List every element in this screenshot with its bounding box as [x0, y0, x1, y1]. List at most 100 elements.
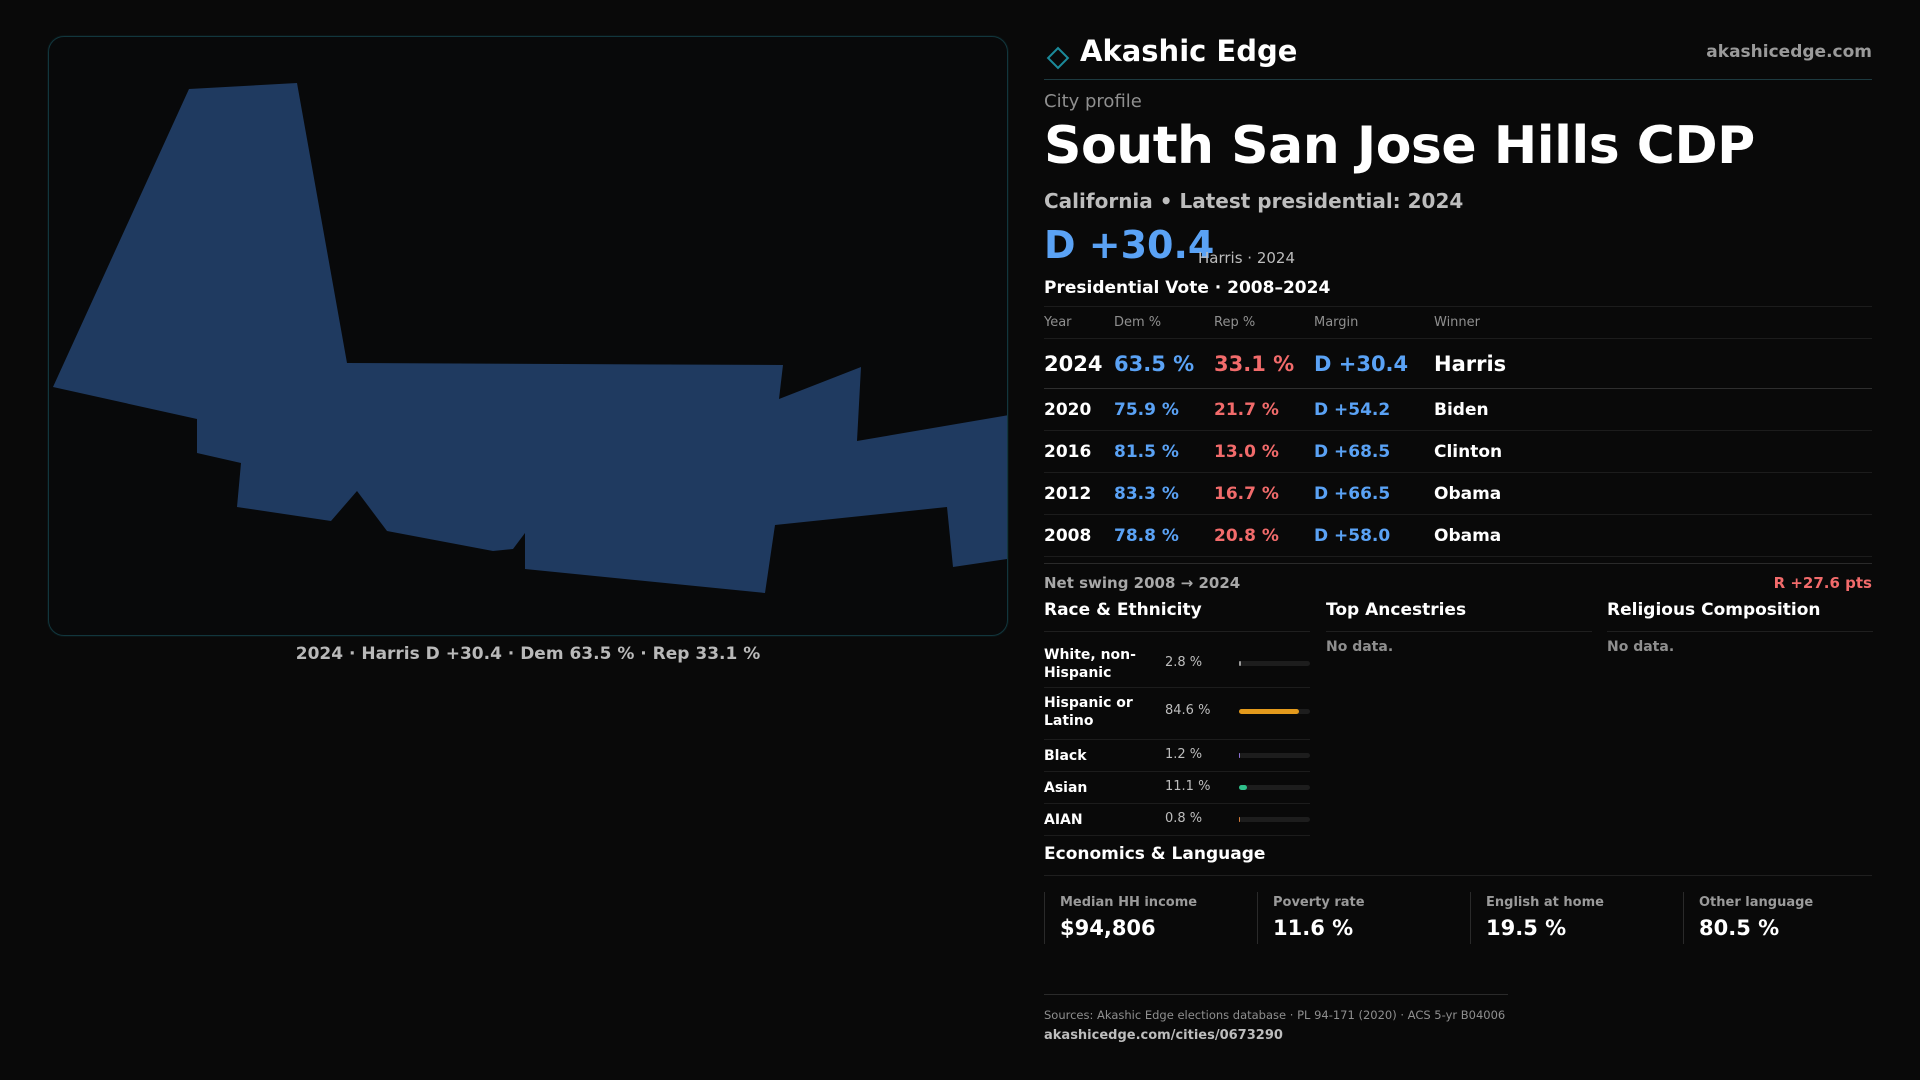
cell-dem: 83.3 % — [1114, 472, 1214, 515]
cell-rep: 13.0 % — [1214, 430, 1314, 473]
column-header-margin: Margin — [1314, 306, 1434, 339]
table-row: 2016 81.5 % 13.0 % D +68.5 Clinton — [1044, 430, 1872, 473]
stat-value: 11.6 % — [1273, 916, 1354, 940]
cell-year: 2012 — [1044, 472, 1114, 515]
column-header-year: Year — [1044, 306, 1114, 339]
race-row: AIAN 0.8 % — [1044, 804, 1310, 836]
footer: Sources: Akashic Edge elections database… — [1044, 994, 1508, 1043]
race-bar-fill — [1239, 753, 1241, 758]
race-bar-fill — [1239, 785, 1247, 790]
column-header-rep: Rep % — [1214, 306, 1314, 339]
stat-label: Poverty rate — [1273, 895, 1365, 910]
race-row: Asian 11.1 % — [1044, 772, 1310, 804]
race-bar-track — [1239, 753, 1310, 758]
table-row: 2024 63.5 % 33.1 % D +30.4 Harris — [1044, 338, 1872, 389]
cell-margin: D +30.4 — [1314, 338, 1434, 389]
race-bar-track — [1239, 709, 1310, 714]
page-subtitle: California • Latest presidential: 2024 — [1044, 189, 1464, 213]
cell-dem: 78.8 % — [1114, 514, 1214, 557]
race-label: AIAN — [1044, 812, 1083, 828]
presidential-vote-table: Year Dem % Rep % Margin Winner 2024 63.5… — [1044, 306, 1872, 557]
stat-poverty-rate: Poverty rate 11.6 % — [1257, 892, 1470, 944]
stat-value: 19.5 % — [1486, 916, 1567, 940]
race-row: Black 1.2 % — [1044, 740, 1310, 772]
race-bar-fill — [1239, 661, 1241, 666]
stat-label: Other language — [1699, 895, 1814, 910]
stat-english-at-home: English at home 19.5 % — [1470, 892, 1683, 944]
cell-rep: 33.1 % — [1214, 338, 1314, 389]
footer-url-link[interactable]: akashicedge.com/cities/0673290 — [1044, 1028, 1283, 1043]
race-bar-track — [1239, 785, 1310, 790]
cell-year: 2008 — [1044, 514, 1114, 557]
table-row: 2020 75.9 % 21.7 % D +54.2 Biden — [1044, 388, 1872, 431]
race-label: Hispanic or Latino — [1044, 695, 1133, 729]
net-swing-label: Net swing 2008 → 2024 — [1044, 574, 1241, 592]
top-ancestries-empty: No data. — [1326, 639, 1394, 655]
religious-composition-empty: No data. — [1607, 639, 1675, 655]
presidential-vote-title: Presidential Vote · 2008–2024 — [1044, 278, 1331, 298]
race-value: 11.1 % — [1165, 779, 1211, 794]
footer-sources: Sources: Akashic Edge elections database… — [1044, 1008, 1506, 1022]
cell-rep: 16.7 % — [1214, 472, 1314, 515]
cell-margin: D +68.5 — [1314, 430, 1434, 473]
cell-margin: D +66.5 — [1314, 472, 1434, 515]
table-row: 2008 78.8 % 20.8 % D +58.0 Obama — [1044, 514, 1872, 557]
profile-panel: Akashic Edge akashicedge.com City profil… — [1044, 0, 1873, 1080]
brand-url-link[interactable]: akashicedge.com — [1706, 42, 1872, 62]
stat-value: 80.5 % — [1699, 916, 1780, 940]
headline-margin: D +30.4 — [1044, 223, 1215, 267]
city-boundary-map — [53, 83, 1007, 593]
city-boundary-shape — [53, 83, 1007, 593]
cell-rep: 20.8 % — [1214, 514, 1314, 557]
cell-year: 2016 — [1044, 430, 1114, 473]
stat-value: $94,806 — [1060, 916, 1156, 940]
cell-margin: D +54.2 — [1314, 388, 1434, 431]
race-label: Asian — [1044, 780, 1088, 796]
race-bar-fill — [1239, 709, 1300, 714]
cell-winner: Obama — [1434, 472, 1872, 515]
stat-label: English at home — [1486, 895, 1604, 910]
headline-note: Harris · 2024 — [1198, 249, 1296, 267]
race-row: Hispanic or Latino 84.6 % — [1044, 688, 1310, 740]
map-caption: 2024 · Harris D +30.4 · Dem 63.5 % · Rep… — [295, 644, 761, 664]
race-ethnicity-list: White, non-Hispanic 2.8 % Hispanic or La… — [1044, 636, 1310, 836]
top-ancestries-title: Top Ancestries — [1326, 600, 1592, 632]
stat-other-language: Other language 80.5 % — [1683, 892, 1896, 944]
cell-winner: Obama — [1434, 514, 1872, 557]
column-header-dem: Dem % — [1114, 306, 1214, 339]
stat-label: Median HH income — [1060, 895, 1198, 910]
cell-winner: Biden — [1434, 388, 1872, 431]
race-ethnicity-title: Race & Ethnicity — [1044, 600, 1310, 632]
race-label: Black — [1044, 748, 1087, 764]
cell-winner: Clinton — [1434, 430, 1872, 473]
table-header-row: Year Dem % Rep % Margin Winner — [1044, 306, 1872, 339]
race-row: White, non-Hispanic 2.8 % — [1044, 636, 1310, 688]
table-row: 2012 83.3 % 16.7 % D +66.5 Obama — [1044, 472, 1872, 515]
brand-header: Akashic Edge akashicedge.com — [1044, 30, 1872, 80]
cell-year: 2024 — [1044, 338, 1114, 389]
cell-year: 2020 — [1044, 388, 1114, 431]
cell-dem: 63.5 % — [1114, 338, 1214, 389]
cell-dem: 75.9 % — [1114, 388, 1214, 431]
net-swing-row: Net swing 2008 → 2024 R +27.6 pts — [1044, 563, 1872, 597]
net-swing-value: R +27.6 pts — [1773, 574, 1872, 592]
race-bar-track — [1239, 817, 1310, 822]
cell-margin: D +58.0 — [1314, 514, 1434, 557]
page-eyebrow: City profile — [1044, 91, 1142, 112]
column-header-winner: Winner — [1434, 306, 1872, 339]
brand-name[interactable]: Akashic Edge — [1080, 34, 1298, 68]
race-label: White, non-Hispanic — [1044, 647, 1136, 681]
race-bar-track — [1239, 661, 1310, 666]
cell-rep: 21.7 % — [1214, 388, 1314, 431]
race-value: 0.8 % — [1165, 811, 1203, 826]
page-title: South San Jose Hills CDP — [1044, 116, 1755, 176]
religious-composition-title: Religious Composition — [1607, 600, 1873, 632]
diamond-outline-icon — [1046, 46, 1070, 70]
race-value: 84.6 % — [1165, 703, 1211, 718]
stat-median-income: Median HH income $94,806 — [1044, 892, 1257, 944]
economics-language-title: Economics & Language — [1044, 844, 1872, 876]
race-bar-fill — [1239, 817, 1241, 822]
map-panel — [48, 36, 1008, 636]
cell-dem: 81.5 % — [1114, 430, 1214, 473]
race-value: 1.2 % — [1165, 747, 1203, 762]
